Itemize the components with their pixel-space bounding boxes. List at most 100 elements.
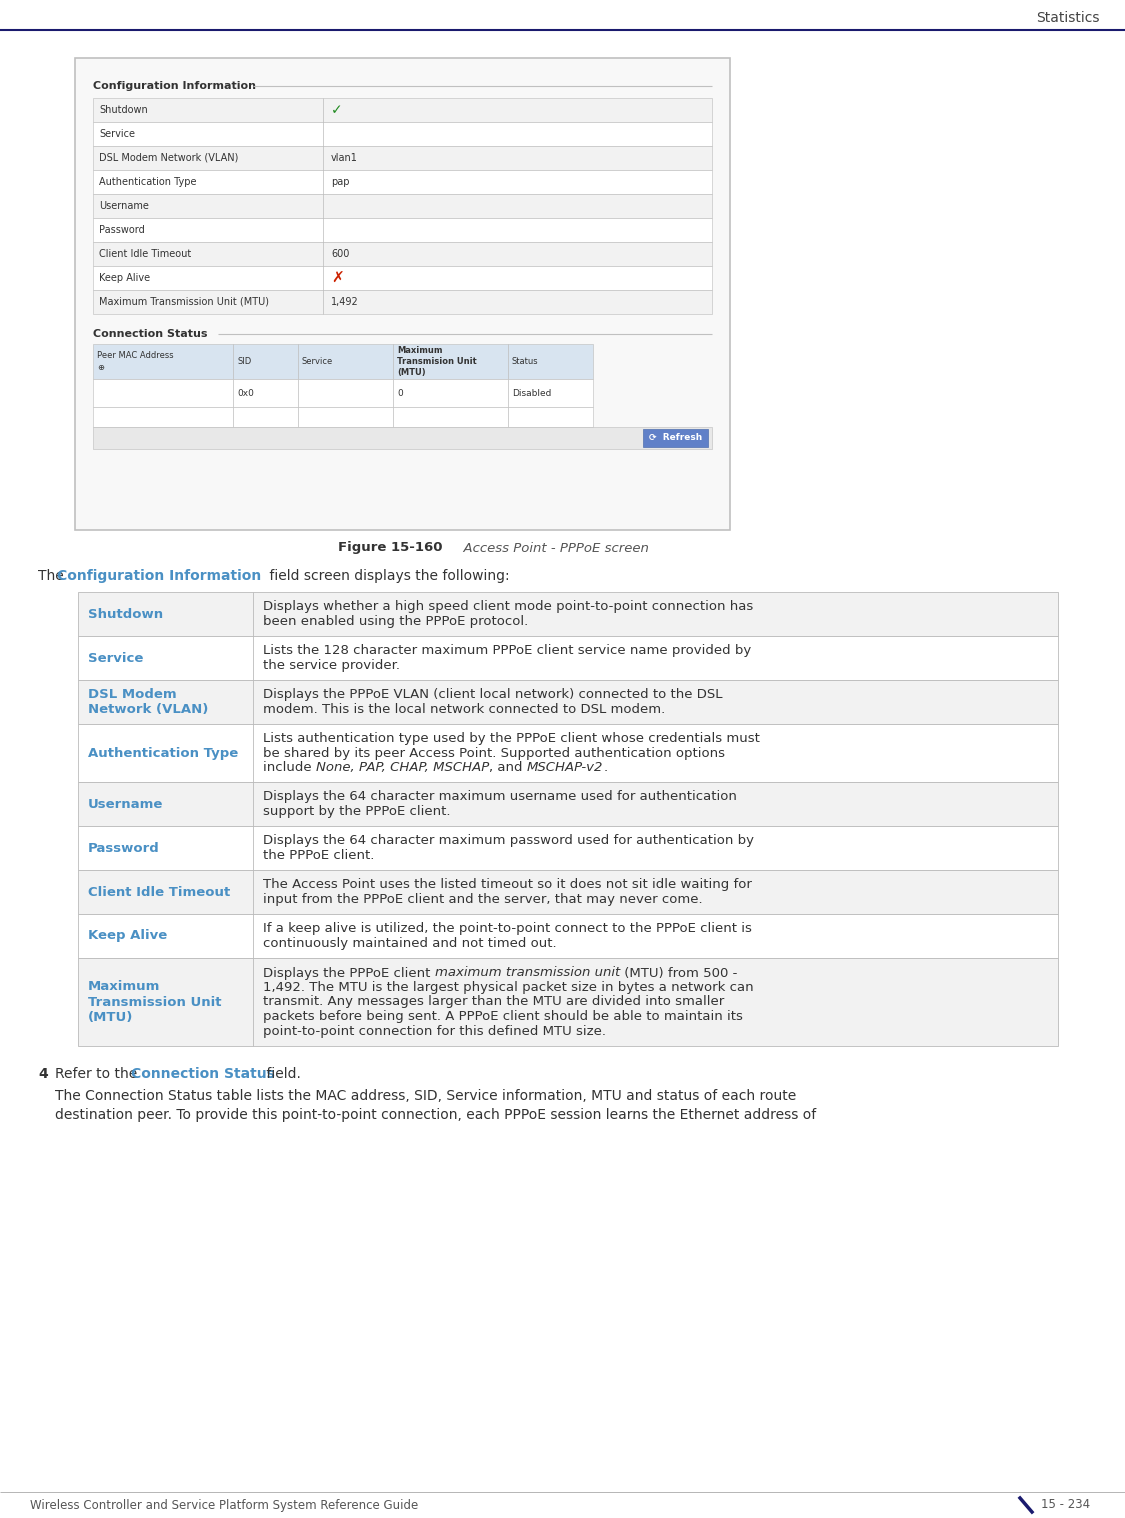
- FancyBboxPatch shape: [93, 146, 712, 170]
- FancyBboxPatch shape: [93, 121, 712, 146]
- FancyBboxPatch shape: [93, 290, 712, 314]
- Text: transmit. Any messages larger than the MTU are divided into smaller: transmit. Any messages larger than the M…: [263, 996, 724, 1008]
- FancyBboxPatch shape: [393, 380, 509, 407]
- Text: , and: , and: [489, 761, 526, 774]
- Text: be shared by its peer Access Point. Supported authentication options: be shared by its peer Access Point. Supp…: [263, 747, 724, 759]
- Text: Statistics: Statistics: [1036, 11, 1100, 24]
- Text: field.: field.: [262, 1067, 300, 1081]
- FancyBboxPatch shape: [233, 380, 298, 407]
- FancyBboxPatch shape: [298, 407, 393, 427]
- Text: Wireless Controller and Service Platform System Reference Guide: Wireless Controller and Service Platform…: [30, 1498, 418, 1512]
- FancyBboxPatch shape: [78, 636, 1058, 680]
- Text: Displays the 64 character maximum password used for authentication by: Displays the 64 character maximum passwo…: [263, 835, 754, 847]
- Text: support by the PPPoE client.: support by the PPPoE client.: [263, 805, 450, 818]
- FancyBboxPatch shape: [93, 407, 233, 427]
- Text: the PPPoE client.: the PPPoE client.: [263, 849, 375, 862]
- Text: MSCHAP-v2: MSCHAP-v2: [526, 761, 603, 774]
- FancyBboxPatch shape: [75, 58, 730, 530]
- FancyBboxPatch shape: [508, 345, 593, 380]
- FancyBboxPatch shape: [93, 194, 712, 219]
- Text: Network (VLAN): Network (VLAN): [88, 703, 208, 716]
- Text: .: .: [603, 761, 608, 774]
- FancyBboxPatch shape: [78, 724, 1058, 782]
- FancyBboxPatch shape: [93, 219, 712, 241]
- Text: Status: Status: [512, 357, 539, 366]
- Text: Authentication Type: Authentication Type: [99, 178, 197, 187]
- FancyBboxPatch shape: [298, 380, 393, 407]
- Text: DSL Modem: DSL Modem: [88, 688, 177, 701]
- Text: 1,492. The MTU is the largest physical packet size in bytes a network can: 1,492. The MTU is the largest physical p…: [263, 981, 754, 994]
- Text: field screen displays the following:: field screen displays the following:: [266, 569, 510, 583]
- FancyBboxPatch shape: [393, 345, 509, 380]
- FancyBboxPatch shape: [233, 345, 298, 380]
- Text: Client Idle Timeout: Client Idle Timeout: [99, 249, 191, 260]
- Text: include: include: [263, 761, 316, 774]
- Text: Service: Service: [302, 357, 333, 366]
- Text: The Access Point uses the listed timeout so it does not sit idle waiting for: The Access Point uses the listed timeout…: [263, 879, 752, 891]
- FancyBboxPatch shape: [78, 782, 1058, 826]
- Text: Shutdown: Shutdown: [88, 607, 163, 621]
- Text: Keep Alive: Keep Alive: [88, 929, 168, 943]
- Text: ✗: ✗: [331, 270, 344, 285]
- FancyBboxPatch shape: [93, 427, 712, 449]
- Text: ⟳  Refresh: ⟳ Refresh: [649, 434, 702, 443]
- Text: Service: Service: [99, 129, 135, 140]
- FancyBboxPatch shape: [93, 380, 233, 407]
- FancyBboxPatch shape: [93, 170, 712, 194]
- Text: input from the PPPoE client and the server, that may never come.: input from the PPPoE client and the serv…: [263, 893, 703, 906]
- Text: point-to-point connection for this defined MTU size.: point-to-point connection for this defin…: [263, 1025, 606, 1037]
- Text: modem. This is the local network connected to DSL modem.: modem. This is the local network connect…: [263, 703, 665, 716]
- Text: been enabled using the PPPoE protocol.: been enabled using the PPPoE protocol.: [263, 615, 529, 628]
- Text: The: The: [38, 569, 69, 583]
- Text: destination peer. To provide this point-to-point connection, each PPPoE session : destination peer. To provide this point-…: [55, 1108, 817, 1122]
- Text: Username: Username: [88, 797, 163, 811]
- Text: Refer to the: Refer to the: [55, 1067, 142, 1081]
- Text: Connection Status: Connection Status: [93, 329, 207, 339]
- FancyBboxPatch shape: [233, 407, 298, 427]
- Text: packets before being sent. A PPPoE client should be able to maintain its: packets before being sent. A PPPoE clien…: [263, 1009, 742, 1023]
- Text: Displays whether a high speed client mode point-to-point connection has: Displays whether a high speed client mod…: [263, 600, 754, 613]
- Text: None, PAP, CHAP, MSCHAP: None, PAP, CHAP, MSCHAP: [316, 761, 489, 774]
- FancyBboxPatch shape: [508, 407, 593, 427]
- Text: (MTU): (MTU): [88, 1011, 134, 1023]
- Text: 15 - 234: 15 - 234: [1041, 1498, 1090, 1512]
- Text: Transmission Unit: Transmission Unit: [88, 996, 222, 1008]
- Text: 0: 0: [397, 389, 403, 398]
- FancyBboxPatch shape: [78, 958, 1058, 1046]
- Text: Keep Alive: Keep Alive: [99, 273, 150, 282]
- Text: The Connection Status table lists the MAC address, SID, Service information, MTU: The Connection Status table lists the MA…: [55, 1088, 796, 1104]
- Text: Maximum
Transmision Unit
(MTU): Maximum Transmision Unit (MTU): [397, 346, 477, 376]
- Text: Access Point - PPPoE screen: Access Point - PPPoE screen: [455, 542, 649, 554]
- Text: ✓: ✓: [331, 103, 343, 117]
- Text: Username: Username: [99, 200, 148, 211]
- Text: 1,492: 1,492: [331, 298, 359, 307]
- FancyBboxPatch shape: [78, 870, 1058, 914]
- Text: Displays the PPPoE VLAN (client local network) connected to the DSL: Displays the PPPoE VLAN (client local ne…: [263, 688, 722, 701]
- FancyBboxPatch shape: [298, 345, 393, 380]
- Text: DSL Modem Network (VLAN): DSL Modem Network (VLAN): [99, 153, 238, 162]
- Text: Displays the PPPoE client: Displays the PPPoE client: [263, 967, 434, 979]
- Text: 600: 600: [331, 249, 350, 260]
- Text: Displays the 64 character maximum username used for authentication: Displays the 64 character maximum userna…: [263, 791, 737, 803]
- Text: Configuration Information: Configuration Information: [57, 569, 261, 583]
- FancyBboxPatch shape: [78, 826, 1058, 870]
- Text: Lists authentication type used by the PPPoE client whose credentials must: Lists authentication type used by the PP…: [263, 732, 759, 745]
- Text: Configuration Information: Configuration Information: [93, 80, 256, 91]
- Text: the service provider.: the service provider.: [263, 659, 400, 672]
- Text: continuously maintained and not timed out.: continuously maintained and not timed ou…: [263, 937, 557, 950]
- Text: Client Idle Timeout: Client Idle Timeout: [88, 885, 231, 899]
- FancyBboxPatch shape: [78, 914, 1058, 958]
- Text: vlan1: vlan1: [331, 153, 358, 162]
- Text: Disabled: Disabled: [512, 389, 551, 398]
- Text: Maximum: Maximum: [88, 981, 161, 993]
- FancyBboxPatch shape: [393, 407, 509, 427]
- Text: Authentication Type: Authentication Type: [88, 747, 238, 759]
- Text: If a keep alive is utilized, the point-to-point connect to the PPPoE client is: If a keep alive is utilized, the point-t…: [263, 923, 752, 935]
- Text: Password: Password: [88, 841, 160, 855]
- Text: 0x0: 0x0: [237, 389, 254, 398]
- Text: maximum transmission unit: maximum transmission unit: [434, 967, 620, 979]
- Text: Password: Password: [99, 225, 145, 235]
- Text: Service: Service: [88, 651, 143, 665]
- Text: Lists the 128 character maximum PPPoE client service name provided by: Lists the 128 character maximum PPPoE cl…: [263, 644, 752, 657]
- FancyBboxPatch shape: [93, 266, 712, 290]
